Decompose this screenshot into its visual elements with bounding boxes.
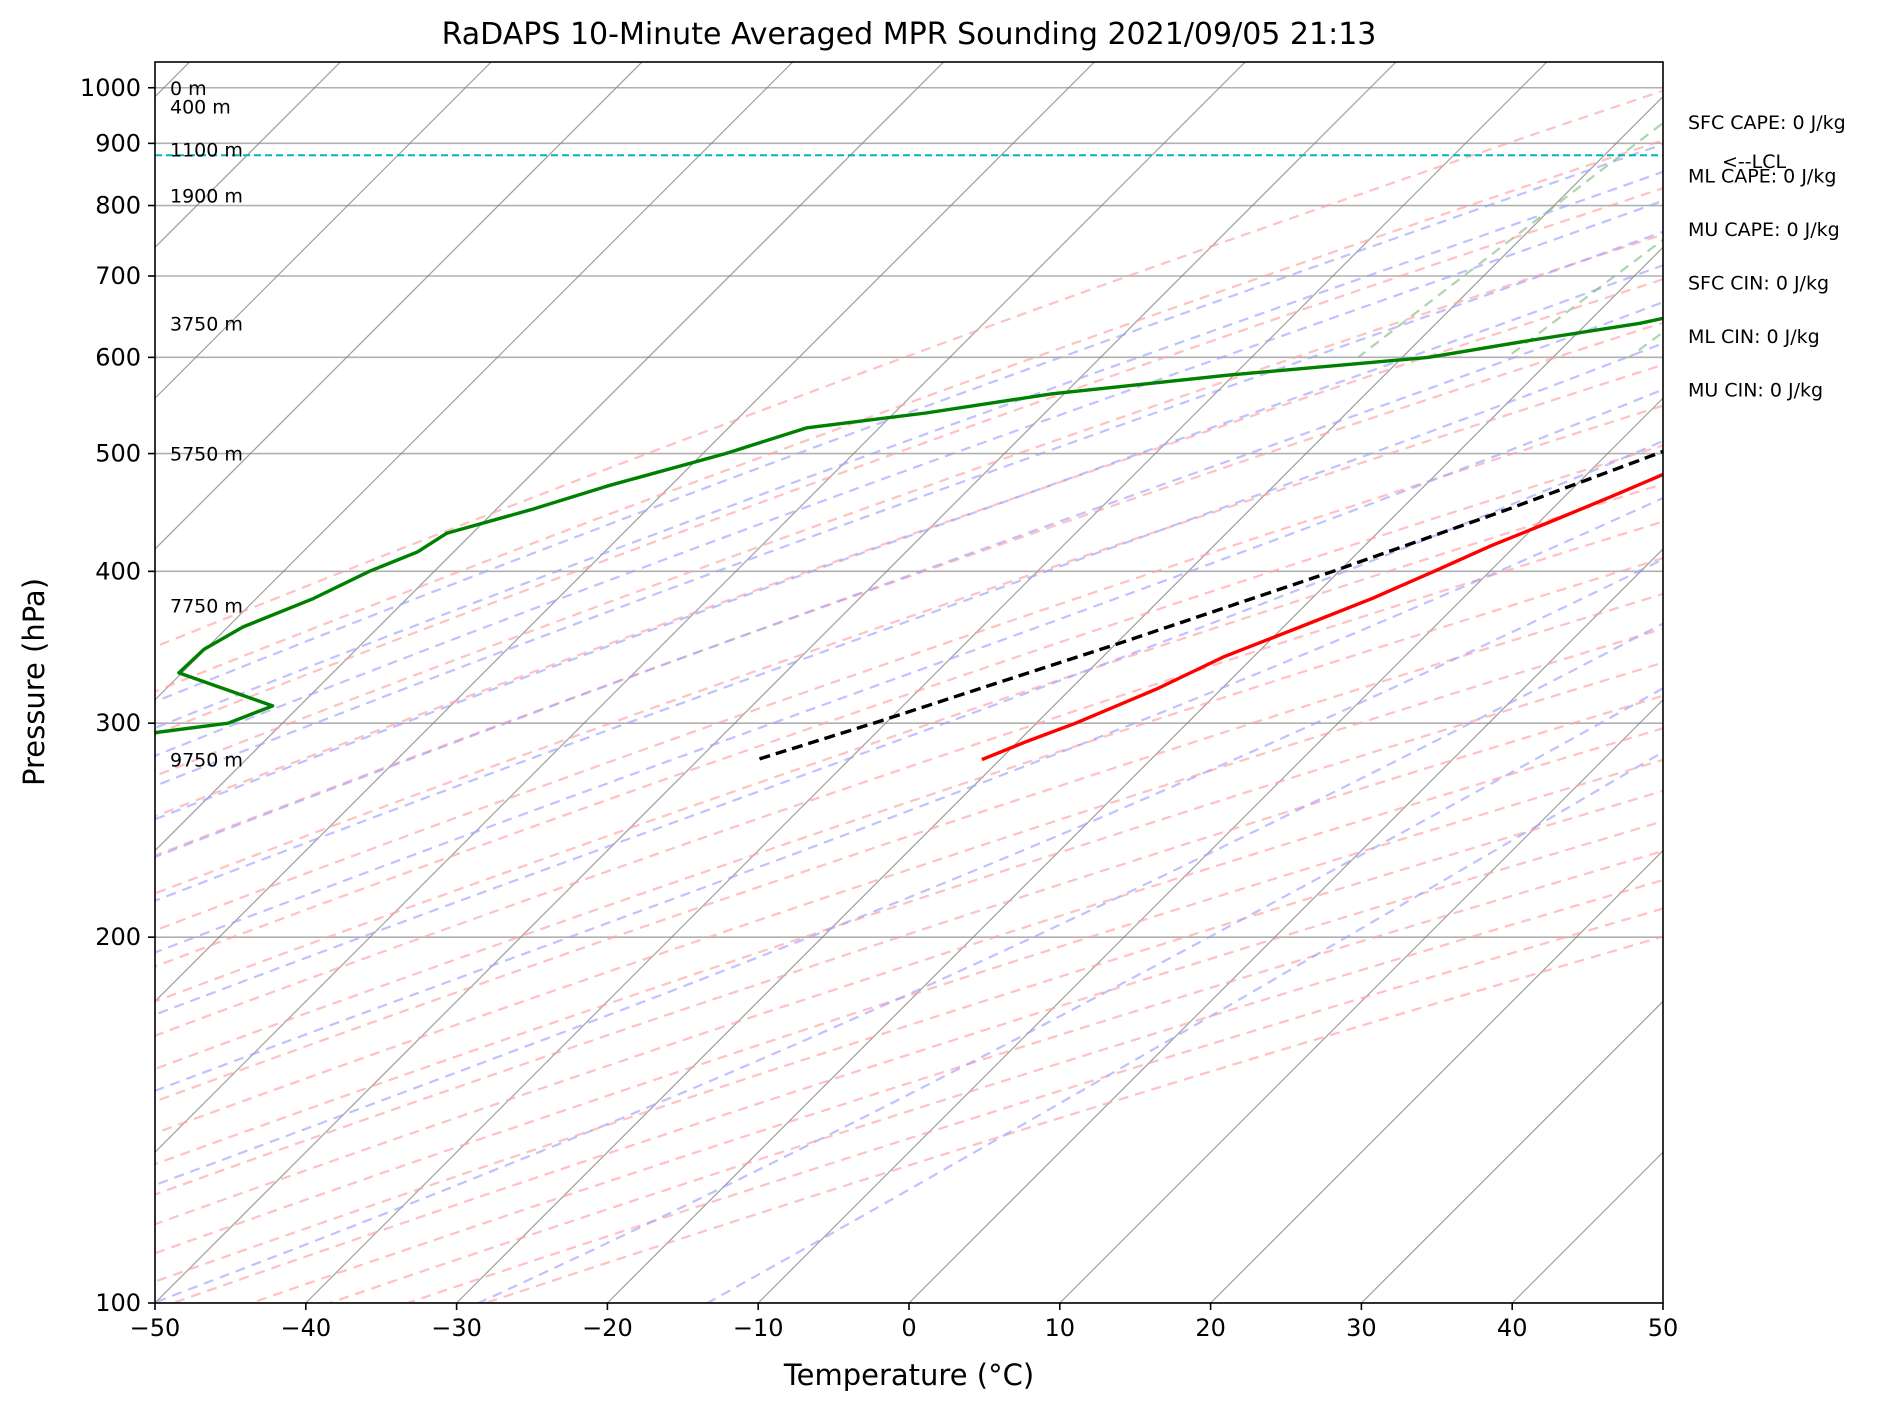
isotherm-line xyxy=(1210,849,1663,1303)
parameter-panel: SFC CAPE: 0 J/kg ML CAPE: 0 J/kg MU CAPE: … xyxy=(1688,112,1846,402)
dry-adiabat-line xyxy=(155,694,1663,1196)
x-tick-label: −10 xyxy=(733,1314,784,1342)
dry-adiabat-line xyxy=(155,363,1663,895)
x-axis-title: Temperature (°C) xyxy=(783,1358,1034,1392)
height-label: 400 m xyxy=(170,97,231,119)
isotherm-line xyxy=(155,62,945,852)
height-label: 1900 m xyxy=(170,186,243,208)
parameter-label: SFC CAPE: 0 J/kg xyxy=(1688,112,1846,134)
isotherm-line xyxy=(1360,1000,1663,1303)
height-label: 9750 m xyxy=(170,750,243,772)
moist-adiabat-line xyxy=(155,301,1663,859)
y-axis-ticks: 1000 900 800 700 600 500 400 300 200 100 xyxy=(80,74,155,1317)
dry-adiabat-line xyxy=(155,627,1663,1135)
isotherm-line xyxy=(305,62,1548,1303)
y-tick-label: 900 xyxy=(95,129,141,157)
x-tick-label: 40 xyxy=(1497,1314,1528,1342)
dry-adiabat-line xyxy=(155,404,1663,932)
moist-adiabat-line xyxy=(155,622,1663,1303)
mixing-ratio-line xyxy=(1357,121,1663,359)
y-tick-label: 300 xyxy=(95,709,141,737)
sounding-series xyxy=(155,316,1663,762)
isotherm-line xyxy=(456,95,1663,1303)
chart-title: RaDAPS 10-Minute Averaged MPR Sounding 2… xyxy=(442,17,1377,52)
moist-adiabat-line xyxy=(155,388,1663,954)
y-tick-label: 1000 xyxy=(80,74,141,102)
x-tick-label: −40 xyxy=(280,1314,331,1342)
y-tick-label: 500 xyxy=(95,440,141,468)
isotherm-line xyxy=(155,62,643,550)
moist-adiabat-line xyxy=(155,143,1663,703)
x-tick-label: −50 xyxy=(130,1314,181,1342)
height-label: 5750 m xyxy=(170,444,243,466)
dry-adiabat-line xyxy=(155,789,1663,1283)
y-tick-label: 600 xyxy=(95,343,141,371)
pressure-gridlines xyxy=(155,86,1663,1303)
parameter-label: MU CAPE: 0 J/kg xyxy=(1688,219,1840,241)
height-label: 3750 m xyxy=(170,313,243,335)
moist-adiabat-line xyxy=(155,230,1663,788)
x-tick-label: 50 xyxy=(1648,1314,1679,1342)
height-labels: 9750 m 7750 m 5750 m 3750 m 1900 m 1100 m 400 … xyxy=(170,78,243,772)
dewpoint-line xyxy=(155,316,1663,735)
height-label: 1100 m xyxy=(170,139,243,161)
isotherm-lines xyxy=(155,62,1663,1303)
x-tick-label: 20 xyxy=(1195,1314,1226,1342)
y-tick-label: 800 xyxy=(95,192,141,220)
isotherm-line xyxy=(155,62,794,701)
x-axis-ticks: −50 −40 −30 −20 −10 0 10 20 30 40 50 xyxy=(130,1303,1679,1342)
isotherm-line xyxy=(155,62,492,400)
lcl-label: <--LCL xyxy=(1722,151,1786,173)
moist-adiabat-line xyxy=(707,750,1663,1303)
x-tick-label: −20 xyxy=(582,1314,633,1342)
isotherm-line xyxy=(155,62,1397,1303)
isotherm-line xyxy=(606,246,1663,1303)
dry-adiabat-line xyxy=(155,233,1663,778)
y-axis-title: Pressure (hPa) xyxy=(17,578,51,786)
x-tick-label: −30 xyxy=(431,1314,482,1342)
parameter-label: SFC CIN: 0 J/kg xyxy=(1688,273,1829,295)
isotherm-line xyxy=(155,62,1095,1003)
mixing-ratio-line xyxy=(1506,238,1663,359)
y-tick-label: 200 xyxy=(95,923,141,951)
dry-adiabat-line xyxy=(155,139,1663,693)
parameter-label: ML CIN: 0 J/kg xyxy=(1688,326,1820,348)
x-tick-label: 0 xyxy=(901,1314,916,1342)
height-label: 0 m xyxy=(170,78,207,100)
isotherm-line xyxy=(1059,698,1663,1303)
dry-adiabat-line xyxy=(407,907,1663,1303)
y-tick-label: 700 xyxy=(95,262,141,290)
y-tick-label: 100 xyxy=(95,1289,141,1317)
dry-adiabat-line xyxy=(155,758,1663,1255)
plot-area xyxy=(155,62,1663,1303)
isotherm-line xyxy=(757,397,1663,1303)
x-tick-label: 30 xyxy=(1346,1314,1377,1342)
dry-adiabat-line xyxy=(155,278,1663,818)
isotherm-line xyxy=(155,62,1246,1154)
moist-adiabat-lines xyxy=(155,143,1663,1303)
dry-adiabat-line xyxy=(155,557,1663,1071)
dry-adiabat-line xyxy=(329,878,1663,1303)
parameter-label: ML CAPE: 0 J/kg xyxy=(1688,166,1836,188)
dry-adiabat-line xyxy=(155,89,1663,649)
moist-adiabat-line xyxy=(155,199,1663,757)
isotherm-line xyxy=(908,548,1663,1303)
parcel-profile-line xyxy=(756,449,1663,762)
y-tick-label: 400 xyxy=(95,557,141,585)
parameter-label: MU CIN: 0 J/kg xyxy=(1688,380,1823,402)
dry-adiabat-line xyxy=(155,187,1663,736)
x-tick-label: 10 xyxy=(1045,1314,1076,1342)
dry-adiabat-line xyxy=(155,482,1663,1003)
height-label: 7750 m xyxy=(170,595,243,617)
mixing-ratio-lines xyxy=(1357,121,1663,359)
dry-adiabat-line xyxy=(155,661,1663,1166)
temperature-line xyxy=(981,472,1663,762)
